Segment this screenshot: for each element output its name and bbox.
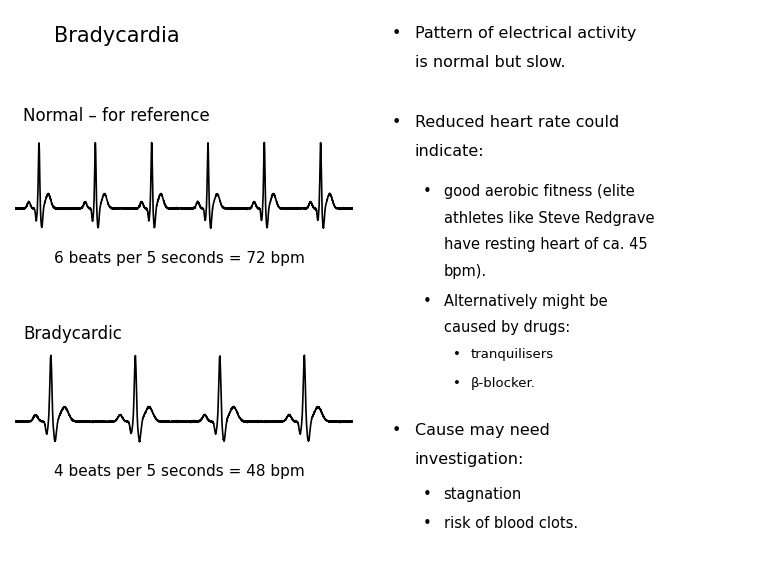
Text: 4 beats per 5 seconds = 48 bpm: 4 beats per 5 seconds = 48 bpm [54,464,304,479]
Text: have resting heart of ca. 45: have resting heart of ca. 45 [443,237,647,252]
Text: Normal – for reference: Normal – for reference [23,107,210,124]
Text: β-blocker.: β-blocker. [470,377,535,391]
Text: •: • [392,115,401,130]
Text: indicate:: indicate: [415,144,485,159]
Text: Pattern of electrical activity: Pattern of electrical activity [415,26,636,41]
Text: •: • [392,423,401,438]
Text: athletes like Steve Redgrave: athletes like Steve Redgrave [443,211,654,226]
Text: risk of blood clots.: risk of blood clots. [443,516,578,530]
Text: •: • [422,487,431,502]
Text: stagnation: stagnation [443,487,521,502]
Text: Alternatively might be: Alternatively might be [443,294,607,309]
Text: Reduced heart rate could: Reduced heart rate could [415,115,619,130]
Text: Bradycardia: Bradycardia [54,26,180,46]
Text: is normal but slow.: is normal but slow. [415,55,565,70]
Text: Cause may need: Cause may need [415,423,550,438]
Text: bpm).: bpm). [443,264,487,279]
Text: •: • [453,377,461,391]
Text: tranquilisers: tranquilisers [470,348,554,362]
Text: •: • [453,348,461,362]
Text: investigation:: investigation: [415,452,524,467]
Text: •: • [422,184,431,199]
Text: 6 beats per 5 seconds = 72 bpm: 6 beats per 5 seconds = 72 bpm [54,251,305,266]
Text: •: • [422,516,431,530]
Text: •: • [392,26,401,41]
Text: Bradycardic: Bradycardic [23,325,122,343]
Text: good aerobic fitness (elite: good aerobic fitness (elite [443,184,634,199]
Text: caused by drugs:: caused by drugs: [443,320,570,335]
Text: •: • [422,294,431,309]
